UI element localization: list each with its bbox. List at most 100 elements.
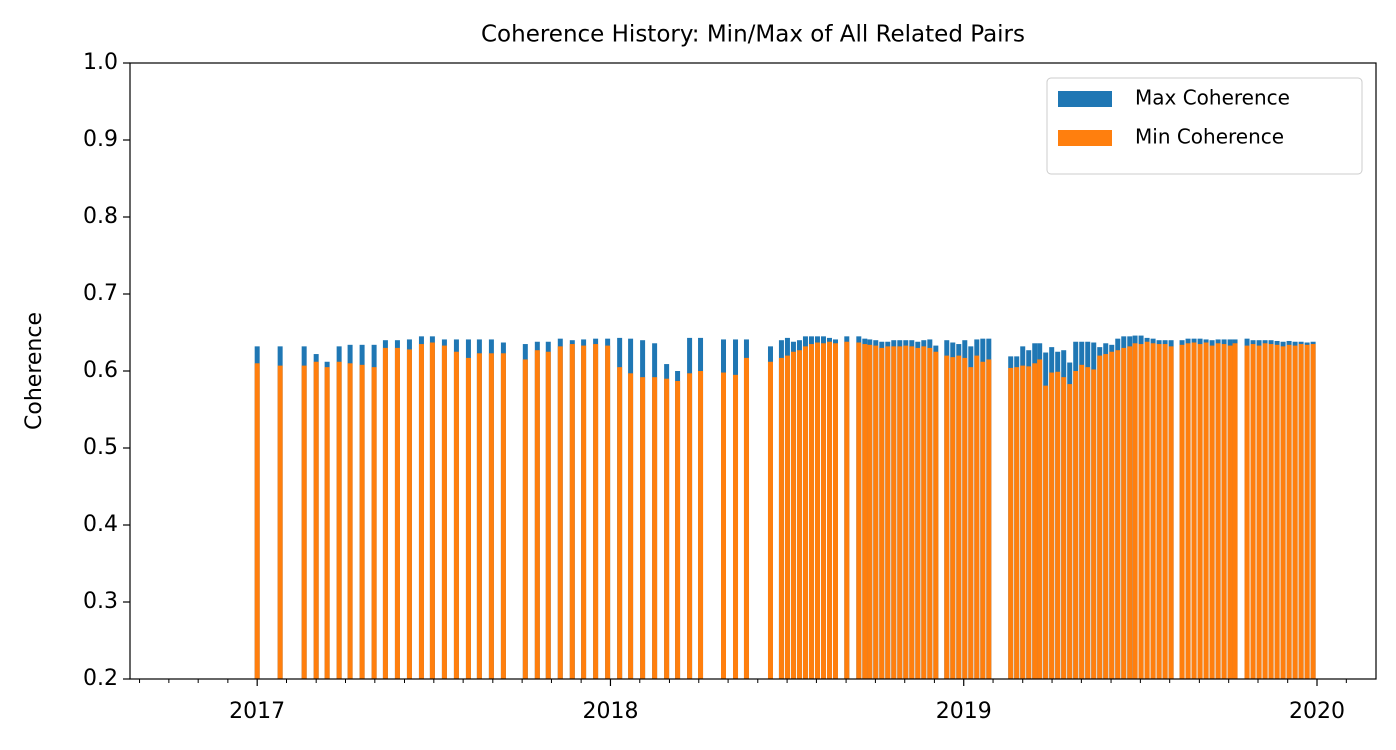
bar — [820, 343, 826, 679]
bar — [581, 345, 587, 679]
x-tick-label: 2017 — [229, 699, 285, 724]
bar — [778, 357, 784, 679]
bar — [324, 367, 330, 679]
bar — [1085, 367, 1091, 679]
bar — [790, 351, 796, 679]
bar — [1097, 355, 1103, 679]
bar — [1008, 367, 1014, 679]
bar — [1091, 369, 1097, 679]
bar — [1232, 343, 1238, 679]
bar — [832, 343, 838, 679]
bar — [1298, 344, 1304, 679]
y-axis-label: Coherence — [22, 312, 47, 430]
bar — [873, 345, 879, 679]
bar — [465, 357, 471, 679]
bar — [1215, 343, 1221, 679]
bar — [1073, 371, 1079, 679]
bar — [1032, 363, 1038, 679]
bar — [1292, 345, 1298, 679]
bar — [488, 353, 494, 679]
bar — [1185, 343, 1191, 679]
bar — [569, 344, 575, 679]
bar — [1067, 384, 1073, 679]
bar — [1262, 343, 1268, 679]
bar — [968, 367, 974, 679]
bar — [675, 381, 681, 679]
bar — [862, 344, 868, 679]
bar — [844, 341, 850, 679]
bar — [593, 344, 599, 679]
x-tick-label: 2019 — [936, 699, 992, 724]
bar — [545, 351, 551, 679]
y-tick-label: 1.0 — [83, 50, 118, 75]
bar — [885, 346, 891, 679]
bar — [814, 342, 820, 679]
bar — [867, 344, 873, 679]
bar — [453, 351, 459, 679]
bar — [1079, 364, 1085, 679]
bar — [522, 359, 528, 679]
bar — [1203, 342, 1209, 679]
bar — [394, 347, 400, 679]
bar — [557, 346, 563, 679]
y-tick-label: 0.2 — [83, 666, 118, 691]
bar — [802, 346, 808, 679]
bar — [605, 345, 611, 679]
bar — [254, 363, 260, 679]
bar — [1304, 344, 1310, 679]
bar — [784, 355, 790, 679]
bar — [1197, 344, 1203, 679]
bar — [1055, 371, 1061, 679]
bar — [743, 357, 749, 679]
y-tick-label: 0.9 — [83, 127, 118, 152]
bar — [927, 347, 933, 679]
bar — [974, 355, 980, 679]
bar — [767, 361, 773, 679]
bar — [921, 346, 927, 679]
bar — [903, 345, 909, 679]
bar — [1244, 345, 1250, 679]
bar — [476, 353, 482, 679]
bar — [944, 355, 950, 679]
bar — [347, 363, 353, 679]
bar — [1286, 344, 1292, 679]
bar — [418, 344, 424, 679]
bar — [897, 346, 903, 679]
bar — [1026, 366, 1032, 679]
y-tick-label: 0.4 — [83, 512, 118, 537]
bar — [336, 361, 342, 679]
y-tick-label: 0.6 — [83, 358, 118, 383]
bar — [879, 347, 885, 679]
bar — [1020, 365, 1026, 679]
y-tick-label: 0.3 — [83, 589, 118, 614]
bar — [856, 342, 862, 679]
bar — [1268, 344, 1274, 679]
bar — [441, 345, 447, 679]
bar — [915, 347, 921, 679]
bar — [1115, 350, 1121, 679]
bar — [500, 353, 506, 679]
bar — [986, 359, 992, 679]
bar — [1221, 344, 1227, 679]
bar — [1256, 345, 1262, 679]
bar — [1138, 344, 1144, 679]
bar — [687, 373, 693, 679]
y-tick-label: 0.5 — [83, 435, 118, 460]
bar — [1191, 342, 1197, 679]
bar — [962, 357, 968, 679]
bar — [980, 361, 986, 679]
bar — [313, 361, 319, 679]
bar — [1103, 354, 1109, 679]
bar — [733, 374, 739, 679]
x-tick-label: 2020 — [1289, 699, 1345, 724]
bar — [1121, 347, 1127, 679]
bar — [664, 378, 670, 679]
y-tick-label: 0.8 — [83, 204, 118, 229]
legend-label: Min Coherence — [1135, 125, 1284, 149]
bar — [1014, 367, 1020, 679]
bar — [698, 371, 704, 679]
bar — [956, 355, 962, 679]
bar — [359, 364, 365, 679]
bar — [1156, 344, 1162, 679]
bar — [891, 346, 897, 679]
